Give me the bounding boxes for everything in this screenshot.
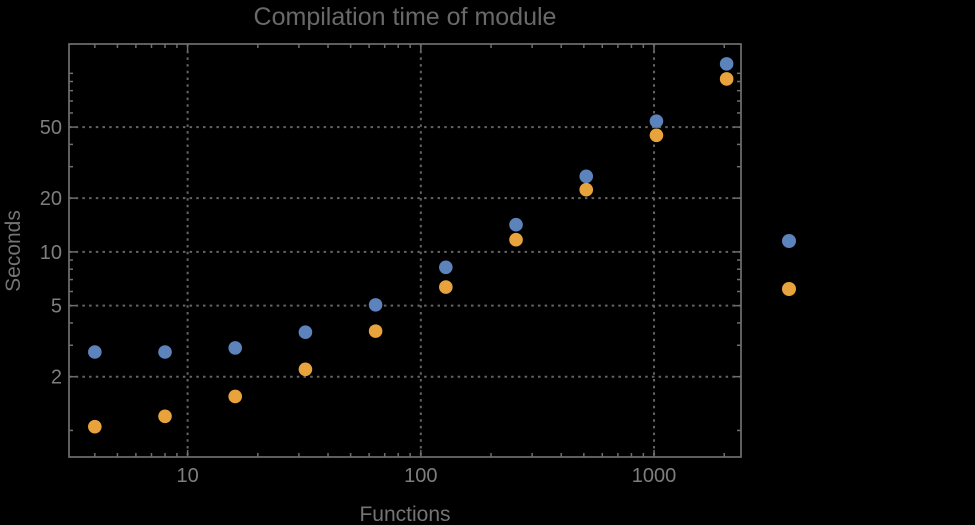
axis-ticks (69, 44, 741, 457)
y-tick-label: 2 (51, 367, 62, 389)
data-point-series-1-blue (368, 298, 383, 312)
data-points (88, 57, 734, 434)
x-tick-labels: 10 100 1000 (176, 465, 676, 487)
gridlines (69, 44, 741, 457)
y-tick-labels: 2 5 10 20 50 (40, 117, 62, 389)
data-point-series-2-orange (158, 409, 172, 424)
y-tick-label: 10 (40, 242, 62, 264)
plot-frame (68, 43, 742, 458)
data-point-series-2-orange (368, 324, 383, 338)
data-point-series-2-orange (228, 389, 243, 404)
data-point-series-2-orange (579, 182, 594, 197)
data-point-series-1-blue (649, 114, 664, 128)
data-point-series-2-orange (649, 128, 664, 143)
y-tick-label: 5 (51, 296, 62, 318)
data-point-series-2-orange (719, 72, 734, 86)
chart-title: Compilation time of module (254, 3, 557, 31)
x-tick-label: 1000 (632, 465, 677, 487)
data-point-series-1-blue (439, 260, 453, 275)
data-point-series-2-orange (509, 232, 523, 247)
x-tick-label: 10 (176, 465, 198, 487)
data-point-series-1-blue (298, 325, 313, 339)
y-axis-label: Seconds (2, 210, 25, 292)
legend-marker-series1 (782, 234, 796, 248)
data-point-series-1-blue (719, 57, 734, 71)
y-tick-label: 50 (40, 117, 62, 139)
data-point-series-1-blue (509, 217, 523, 232)
y-tick-label: 20 (40, 188, 62, 210)
data-point-series-1-blue (88, 345, 102, 359)
data-point-series-1-blue (579, 169, 594, 184)
data-point-series-2-orange (88, 419, 102, 434)
legend-marker-series2 (782, 282, 796, 296)
data-point-series-1-blue (228, 341, 243, 355)
x-axis-label: Functions (359, 503, 450, 525)
data-point-series-1-blue (158, 345, 172, 359)
data-point-series-2-orange (439, 280, 453, 294)
data-point-series-2-orange (298, 362, 313, 377)
legend (782, 234, 796, 296)
x-tick-label: 100 (404, 465, 437, 487)
